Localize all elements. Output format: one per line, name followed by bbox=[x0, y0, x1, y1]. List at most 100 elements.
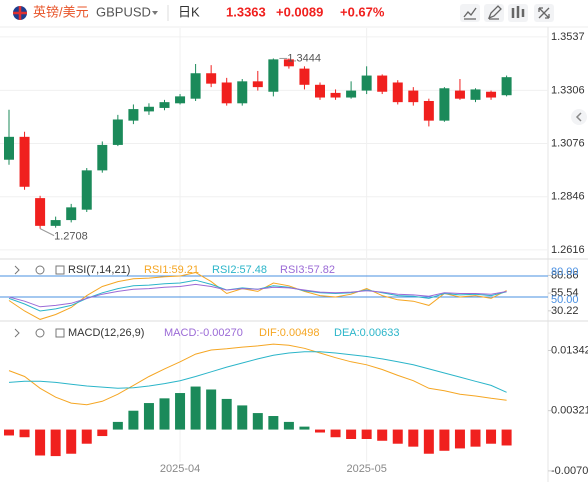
histogram-bar bbox=[66, 429, 77, 454]
histogram-bar bbox=[190, 386, 201, 430]
scroll-button[interactable] bbox=[571, 109, 587, 125]
y-tick-label: 0.00321 bbox=[551, 405, 588, 417]
candle-body bbox=[4, 136, 14, 160]
indicator-line bbox=[8, 283, 507, 308]
histogram-bar bbox=[19, 429, 30, 438]
histogram-bar bbox=[175, 393, 186, 430]
candle-body bbox=[128, 109, 139, 121]
close-icon[interactable] bbox=[55, 265, 65, 275]
histogram-bar bbox=[143, 403, 154, 430]
dropdown-arrow[interactable] bbox=[152, 11, 158, 15]
y-tick-label: 0.01342 bbox=[551, 344, 588, 356]
histogram-bar bbox=[392, 429, 403, 444]
candle-body bbox=[392, 82, 403, 103]
close-icon[interactable] bbox=[55, 328, 65, 338]
candle-type-icon[interactable] bbox=[511, 6, 525, 18]
reference-label: 80.00 bbox=[551, 266, 579, 278]
histogram-bar bbox=[252, 413, 263, 430]
histogram-bar bbox=[221, 398, 232, 430]
histogram-bar bbox=[299, 426, 310, 430]
draw-icon[interactable] bbox=[487, 5, 502, 20]
indicator-icon[interactable] bbox=[463, 7, 477, 20]
candle-body bbox=[501, 77, 512, 96]
legend-readout: RSI3:57.82 bbox=[280, 264, 335, 276]
histogram-bar bbox=[408, 429, 419, 447]
candle-body bbox=[50, 220, 61, 226]
rsi-pane-icons bbox=[14, 265, 65, 338]
scroll-arrow[interactable] bbox=[575, 112, 582, 122]
collapse-icon[interactable] bbox=[14, 265, 20, 275]
candle-body bbox=[439, 88, 450, 121]
candle-body bbox=[423, 100, 434, 121]
histogram-bar bbox=[330, 429, 341, 438]
symbol[interactable]: GBPUSD bbox=[96, 4, 151, 19]
y-tick-label: 55.54 bbox=[551, 287, 579, 299]
collapse-icon[interactable] bbox=[14, 328, 20, 338]
y-tick-label: 80.86 bbox=[551, 269, 579, 281]
histogram-bar bbox=[423, 429, 434, 454]
reference-label: 50.00 bbox=[551, 294, 579, 306]
histogram-bar bbox=[361, 429, 372, 439]
indicator-line bbox=[8, 271, 507, 320]
rsi-title: RSI(7,14,21) bbox=[68, 264, 130, 276]
y-tick-label: -0.00701 bbox=[551, 465, 588, 477]
candle-body bbox=[81, 170, 92, 210]
histogram-bar bbox=[501, 429, 512, 446]
histogram-bar bbox=[315, 429, 325, 433]
y-tick-label: 1.3076 bbox=[551, 137, 585, 149]
histogram-bar bbox=[4, 429, 14, 436]
price: 1.3363 bbox=[226, 4, 266, 19]
histogram-bar bbox=[50, 429, 61, 457]
candle-body bbox=[377, 75, 388, 92]
candle-body bbox=[346, 90, 357, 98]
period[interactable]: 日K bbox=[178, 4, 200, 19]
histogram-bar bbox=[377, 429, 388, 441]
legend-readout: RSI1:59.21 bbox=[144, 264, 199, 276]
instrument-name[interactable]: 英镑/美元 bbox=[33, 4, 89, 19]
candle-body bbox=[66, 207, 77, 221]
histogram-bar bbox=[346, 429, 357, 439]
candle-body bbox=[35, 198, 46, 226]
candle-body bbox=[159, 102, 170, 108]
x-tick-label: 2025-05 bbox=[346, 463, 386, 475]
candle-body bbox=[190, 73, 201, 99]
histogram-bar bbox=[454, 429, 465, 449]
histogram-bar bbox=[206, 389, 217, 430]
settings-icon[interactable] bbox=[35, 265, 45, 275]
y-tick-label: 1.3537 bbox=[551, 31, 585, 43]
change-percent: +0.67% bbox=[340, 4, 385, 19]
histogram-bar bbox=[97, 429, 108, 437]
legend-readout: MACD:-0.00270 bbox=[164, 327, 243, 339]
x-tick-label: 2025-04 bbox=[160, 463, 200, 475]
annotation: 1.3444 bbox=[287, 52, 321, 64]
candle-body bbox=[112, 119, 123, 145]
histogram-bar bbox=[237, 405, 248, 430]
fullscreen-icon[interactable] bbox=[538, 7, 550, 19]
candle-body bbox=[283, 59, 294, 67]
candle-body bbox=[454, 90, 465, 99]
histogram-bar bbox=[439, 429, 450, 451]
y-tick-label: 1.3306 bbox=[551, 84, 585, 96]
y-tick-label: 1.2616 bbox=[551, 244, 585, 256]
macd-title: MACD(12,26,9) bbox=[68, 327, 144, 339]
candle-body bbox=[19, 136, 30, 187]
candle-body bbox=[252, 81, 263, 88]
candle-body bbox=[315, 84, 325, 98]
y-tick-label: 30.22 bbox=[551, 305, 579, 317]
settings-icon[interactable] bbox=[35, 328, 45, 338]
change: +0.0089 bbox=[276, 4, 323, 19]
indicator-line bbox=[8, 351, 507, 393]
candle-body bbox=[221, 82, 232, 104]
candle-body bbox=[268, 59, 279, 92]
candle-body bbox=[237, 81, 248, 104]
histogram-bar bbox=[268, 416, 279, 430]
histogram-bar bbox=[112, 421, 123, 430]
histogram-bar bbox=[470, 429, 481, 447]
toolbar bbox=[460, 4, 554, 22]
histogram-bar bbox=[35, 429, 46, 456]
candle-body bbox=[97, 144, 108, 171]
legend-readout: DIF:0.00498 bbox=[259, 327, 320, 339]
legend-readout: DEA:0.00633 bbox=[334, 327, 399, 339]
indicator-line bbox=[8, 343, 507, 406]
